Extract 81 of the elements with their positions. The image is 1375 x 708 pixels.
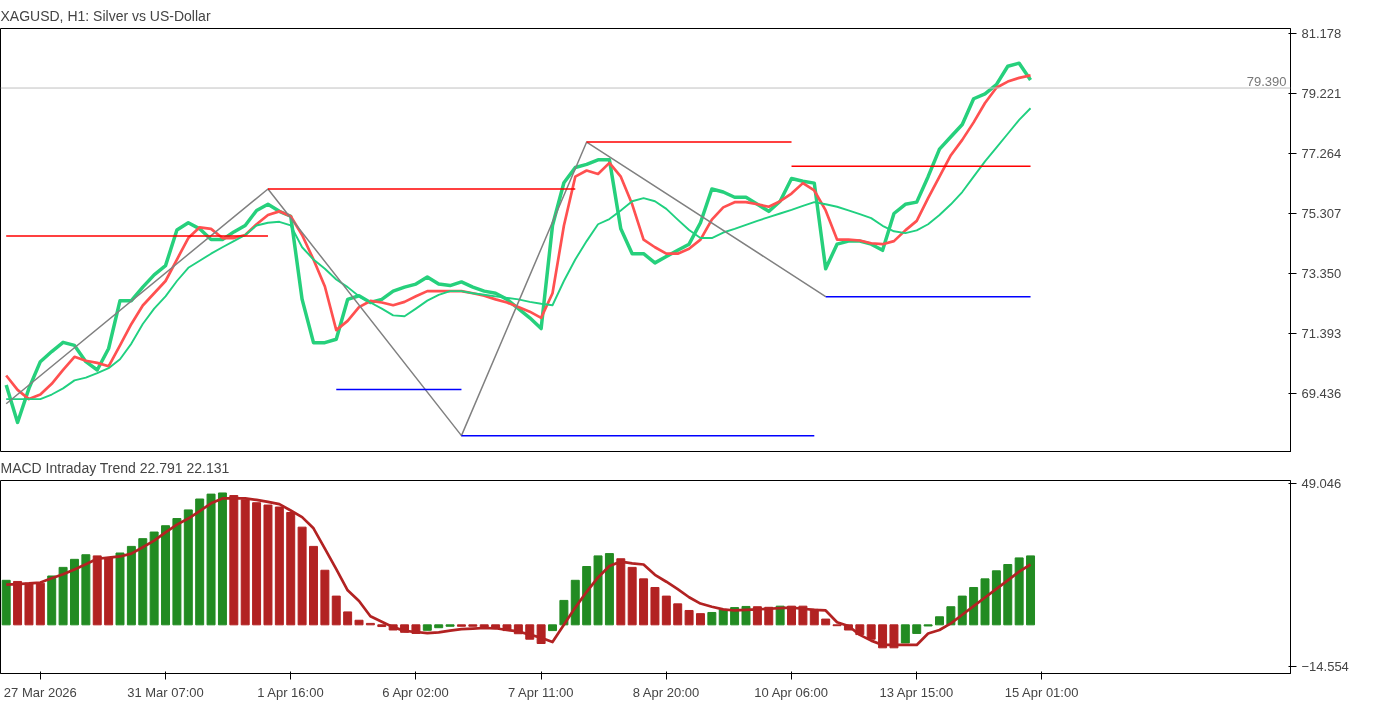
chart-title: MACD Intraday Trend 22.791 22.131 xyxy=(0,459,230,476)
x-tick-label: 31 Mar 07:00 xyxy=(127,684,204,700)
bar xyxy=(695,613,705,626)
x-tick-label: 8 Apr 20:00 xyxy=(632,684,700,700)
bar xyxy=(684,609,694,626)
bar xyxy=(195,498,205,626)
y-tick-label: −14.554 xyxy=(1301,659,1349,675)
bar xyxy=(912,624,922,634)
bar xyxy=(320,569,330,626)
x-tick-label: 10 Apr 06:00 xyxy=(754,684,829,700)
bar xyxy=(1003,564,1013,626)
bar xyxy=(1,579,11,626)
x-tick-label: 6 Apr 02:00 xyxy=(382,684,449,700)
bar xyxy=(297,526,307,626)
bar xyxy=(673,603,683,626)
bar xyxy=(35,582,45,626)
bar xyxy=(354,619,364,626)
x-tick-label: 1 Apr 16:00 xyxy=(257,684,324,700)
bar xyxy=(1026,555,1036,626)
chart-title: XAGUSD, H1: Silver vs US-Dollar xyxy=(0,7,211,24)
line-series xyxy=(4,497,1032,647)
bar xyxy=(126,545,136,626)
bar xyxy=(274,506,284,626)
bar xyxy=(172,518,182,626)
y-tick-label: 79.221 xyxy=(1301,85,1342,101)
bar xyxy=(650,586,660,626)
bar xyxy=(24,582,34,626)
y-tick-label: 69.436 xyxy=(1301,385,1342,401)
bar xyxy=(138,538,148,626)
bar xyxy=(13,580,23,626)
bar xyxy=(582,566,592,626)
bar xyxy=(627,566,637,626)
bar xyxy=(707,611,717,626)
x-tick-label: 15 Apr 01:00 xyxy=(1004,684,1079,700)
bar xyxy=(604,553,614,626)
bar xyxy=(980,578,990,626)
bar xyxy=(331,595,341,626)
bar xyxy=(115,552,125,626)
bar xyxy=(70,558,79,626)
bar xyxy=(991,570,1001,626)
bar xyxy=(548,624,557,632)
ref-line-label: 79.390 xyxy=(1246,74,1287,90)
bar xyxy=(81,554,91,626)
x-tick-label: 13 Apr 15:00 xyxy=(879,684,954,700)
y-tick-label: 75.307 xyxy=(1301,205,1342,221)
bar xyxy=(900,624,910,644)
bar xyxy=(422,624,432,631)
bar xyxy=(217,492,227,626)
bar xyxy=(263,504,273,626)
bar xyxy=(935,616,944,626)
bar xyxy=(47,575,57,626)
bar xyxy=(104,557,114,626)
bar xyxy=(309,545,318,626)
bar xyxy=(434,624,444,629)
bar xyxy=(92,555,102,626)
bar xyxy=(479,624,489,628)
bar xyxy=(639,578,649,626)
y-tick-label: 71.393 xyxy=(1301,325,1342,341)
bar xyxy=(58,566,68,626)
bar xyxy=(866,624,876,640)
y-tick-label: 73.350 xyxy=(1301,265,1342,281)
bar xyxy=(616,558,626,626)
bar xyxy=(183,509,193,626)
y-tick-label: 77.264 xyxy=(1301,145,1342,161)
bar xyxy=(149,531,159,626)
bar xyxy=(252,502,262,626)
bar xyxy=(343,611,353,626)
y-tick-label: 81.178 xyxy=(1301,25,1342,41)
bar xyxy=(206,493,216,626)
bar xyxy=(593,555,603,626)
bar xyxy=(798,605,808,626)
x-tick-label: 27 Mar 2026 xyxy=(3,684,77,700)
x-tick-label: 7 Apr 11:00 xyxy=(508,684,574,700)
bar xyxy=(1014,557,1024,626)
bar xyxy=(821,618,831,626)
bar xyxy=(969,586,979,626)
bar xyxy=(661,595,671,626)
y-tick-label: 49.046 xyxy=(1301,476,1342,492)
bar xyxy=(161,525,171,626)
line-series xyxy=(5,141,827,437)
bar xyxy=(286,512,296,626)
